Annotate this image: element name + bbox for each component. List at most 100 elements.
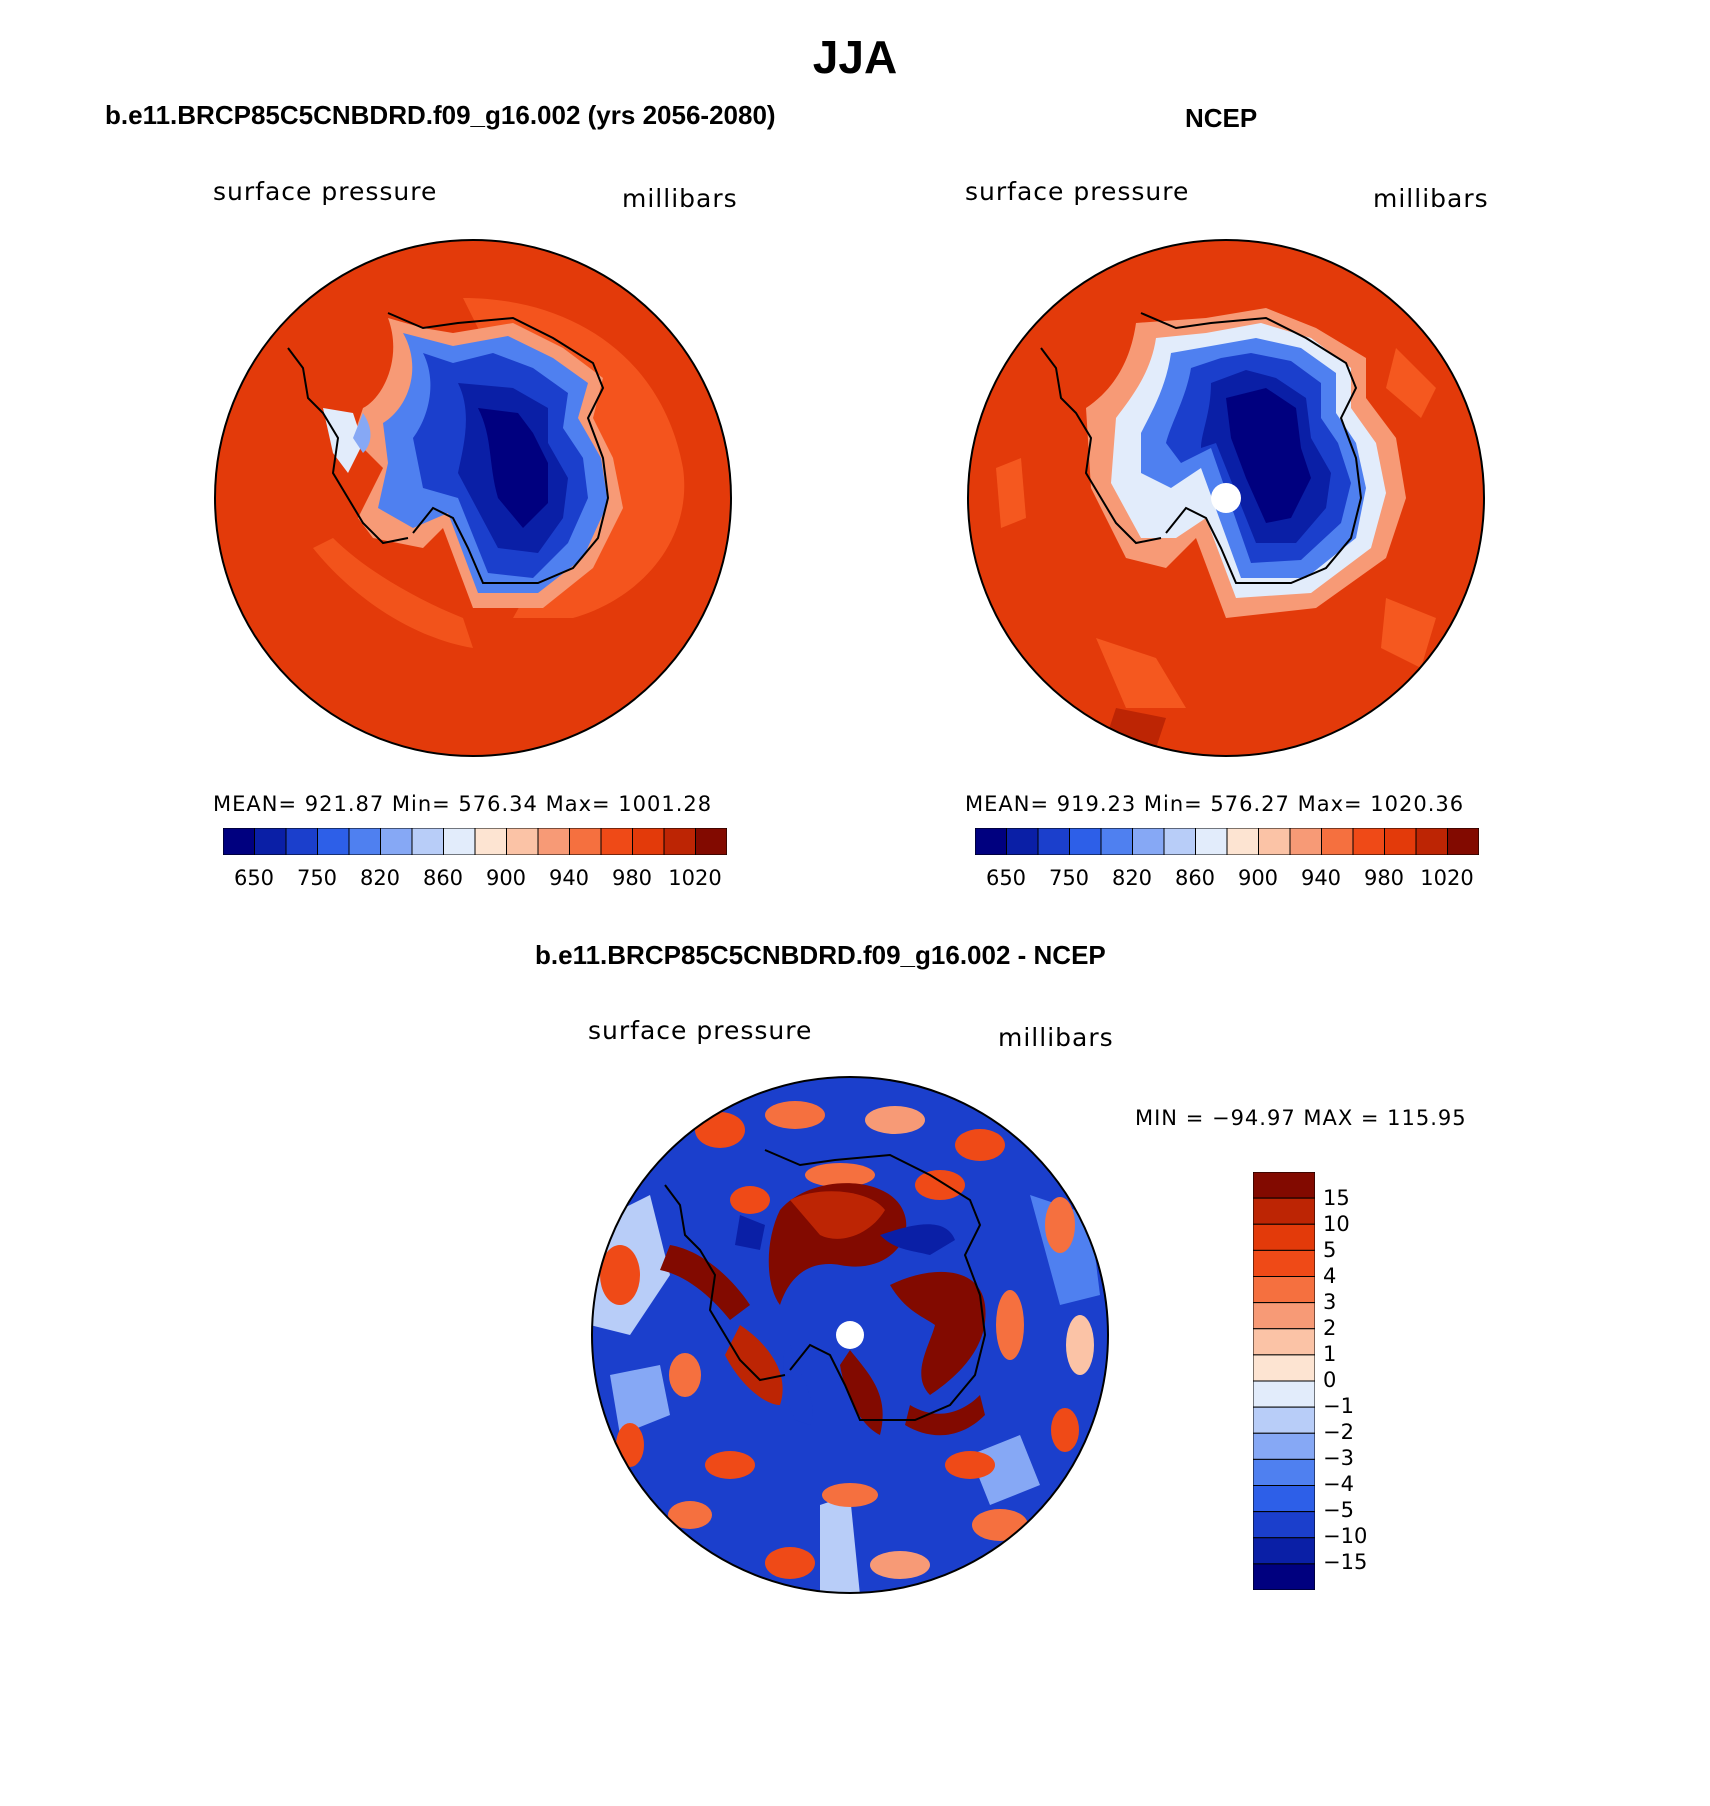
colorbar-swatch [506,828,539,855]
colorbar-swatch [1253,1197,1315,1225]
diff-polar-map [591,1076,1109,1594]
model-polar-map [214,239,732,757]
obs-units-label: millibars [1373,184,1489,213]
diff-panel-title: b.e11.BRCP85C5CNBDRD.f09_g16.002 - NCEP [535,940,1106,970]
model-units-label: millibars [622,184,738,213]
colorbar-tick-label: 820 [359,866,401,890]
colorbar-tick-label: 4 [1323,1264,1337,1288]
colorbar-swatch [1253,1511,1315,1539]
colorbar-tick-label: 980 [611,866,653,890]
colorbar-tick-label: 900 [485,866,527,890]
colorbar-tick-label: 0 [1323,1368,1337,1392]
colorbar-swatch [1195,828,1228,855]
colorbar-swatch [443,828,476,855]
colorbar-swatch [1132,828,1165,855]
colorbar-tick-label: 3 [1323,1290,1337,1314]
colorbar-tick-label: −3 [1323,1446,1354,1470]
model-panel-title: b.e11.BRCP85C5CNBDRD.f09_g16.002 (yrs 20… [105,100,776,130]
colorbar-swatch [1415,828,1448,855]
colorbar-tick-label: 940 [548,866,590,890]
obs-colorbar [975,828,1479,855]
colorbar-tick-label: −2 [1323,1420,1354,1444]
colorbar-swatch [1253,1537,1315,1565]
colorbar-swatch [1253,1249,1315,1278]
colorbar-swatch [254,828,287,855]
colorbar-swatch [1226,828,1259,855]
obs-stats: MEAN= 919.23 Min= 576.27 Max= 1020.36 [965,792,1465,816]
obs-colorbar-ticks: 650 750 820 860 900 940 980 1020 [975,866,1479,892]
colorbar-swatch [380,828,413,855]
colorbar-swatch [1447,828,1479,855]
colorbar-swatch [1100,828,1133,855]
colorbar-swatch [1253,1302,1315,1330]
colorbar-tick-label: 820 [1111,866,1153,890]
colorbar-swatch [1253,1328,1315,1356]
colorbar-tick-label: 900 [1237,866,1279,890]
colorbar-swatch [411,828,444,855]
colorbar-tick-label: −5 [1323,1498,1354,1522]
colorbar-swatch [1253,1380,1315,1408]
colorbar-tick-label: 5 [1323,1238,1337,1262]
model-colorbar-ticks: 650 750 820 860 900 940 980 1020 [223,866,727,892]
colorbar-swatch [1258,828,1291,855]
colorbar-swatch [1289,828,1322,855]
obs-panel-title: NCEP [1185,103,1258,133]
colorbar-tick-label: 750 [1048,866,1090,890]
diff-stats: MIN = −94.97 MAX = 115.95 [1135,1106,1467,1130]
colorbar-swatch [695,828,727,855]
colorbar-tick-label: 860 [1174,866,1216,890]
colorbar-swatch [1253,1458,1315,1487]
colorbar-swatch [348,828,381,855]
model-variable-label: surface pressure [213,177,438,206]
colorbar-swatch [1253,1406,1315,1434]
colorbar-swatch [285,828,318,855]
colorbar-swatch [1321,828,1354,855]
colorbar-swatch [1384,828,1417,855]
colorbar-swatch [632,828,665,855]
colorbar-tick-label: −4 [1323,1472,1354,1496]
diff-colorbar-ticks: 15 10 5 4 3 2 1 0 −1 −2 −3 −4 −5 −10 −15 [1323,1172,1383,1590]
colorbar-swatch [663,828,696,855]
colorbar-tick-label: 2 [1323,1316,1337,1340]
colorbar-tick-label: 1 [1323,1342,1337,1366]
colorbar-tick-label: −15 [1323,1550,1368,1574]
obs-variable-label: surface pressure [965,177,1190,206]
colorbar-swatch [317,828,350,855]
diff-variable-label: surface pressure [588,1016,813,1045]
colorbar-swatch [223,828,255,855]
model-colorbar [223,828,727,855]
colorbar-tick-label: 1020 [1420,866,1474,890]
colorbar-tick-label: 15 [1323,1186,1350,1210]
colorbar-swatch [569,828,602,855]
colorbar-swatch [600,828,633,855]
colorbar-tick-label: −10 [1323,1524,1368,1548]
colorbar-swatch [474,828,507,855]
colorbar-swatch [1253,1354,1315,1382]
colorbar-swatch [537,828,570,855]
colorbar-swatch [1253,1276,1315,1304]
colorbar-tick-label: 650 [233,866,275,890]
colorbar-tick-label: 860 [422,866,464,890]
diff-units-label: millibars [998,1023,1114,1052]
colorbar-swatch [975,828,1007,855]
colorbar-swatch [1253,1563,1315,1590]
colorbar-swatch [1163,828,1196,855]
colorbar-swatch [1253,1172,1315,1199]
colorbar-tick-label: 980 [1363,866,1405,890]
colorbar-swatch [1037,828,1070,855]
colorbar-tick-label: 750 [296,866,338,890]
colorbar-swatch [1253,1485,1315,1513]
obs-polar-map [967,239,1485,757]
model-stats: MEAN= 921.87 Min= 576.34 Max= 1001.28 [213,792,713,816]
colorbar-tick-label: 940 [1300,866,1342,890]
colorbar-tick-label: −1 [1323,1394,1354,1418]
colorbar-tick-label: 1020 [668,866,722,890]
colorbar-tick-label: 650 [985,866,1027,890]
colorbar-swatch [1069,828,1102,855]
colorbar-swatch [1006,828,1039,855]
colorbar-tick-label: 10 [1323,1212,1350,1236]
colorbar-swatch [1253,1223,1315,1251]
colorbar-swatch [1352,828,1385,855]
colorbar-swatch [1253,1432,1315,1460]
figure-title: JJA [812,31,898,83]
